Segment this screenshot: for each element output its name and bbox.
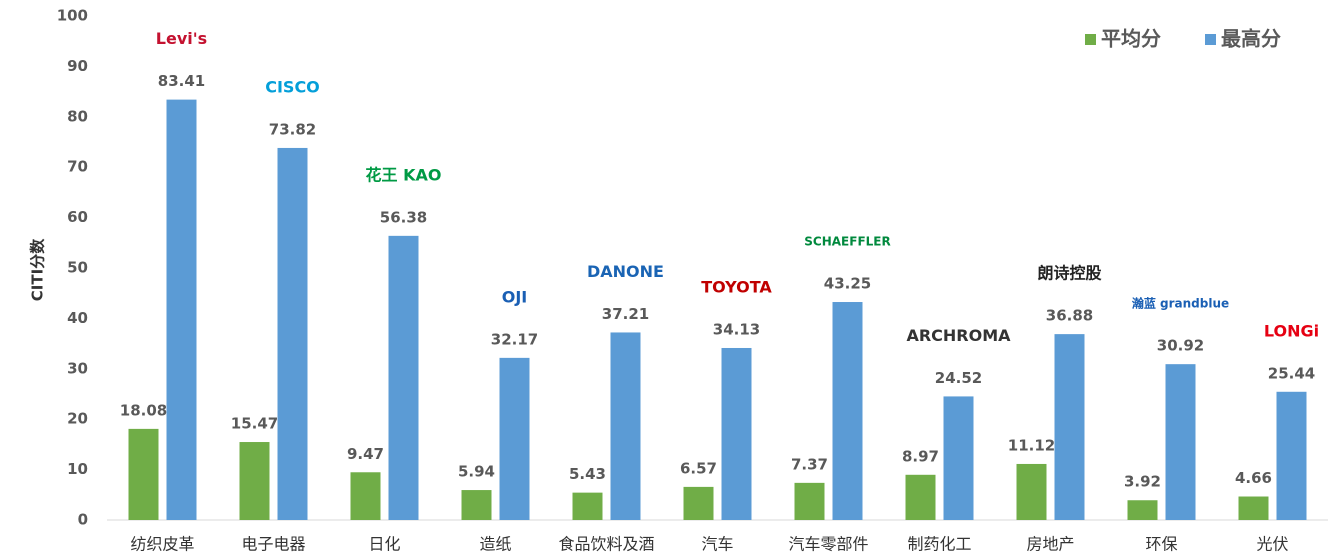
data-label: 15.47 xyxy=(231,415,278,433)
bar xyxy=(128,428,159,520)
bar xyxy=(1016,463,1047,520)
brand-logo: OJI xyxy=(502,287,528,306)
data-label: 43.25 xyxy=(824,275,871,293)
bar xyxy=(572,492,603,520)
x-tick-label: 电子电器 xyxy=(241,535,305,554)
brand-logo: ARCHROMA xyxy=(906,326,1011,345)
y-tick-label: 20 xyxy=(67,410,88,428)
data-label: 32.17 xyxy=(491,330,538,348)
data-label: 5.43 xyxy=(569,465,606,483)
bar xyxy=(1238,496,1269,520)
brand-logo: TOYOTA xyxy=(701,277,772,296)
data-label: 36.88 xyxy=(1046,307,1093,325)
data-label: 3.92 xyxy=(1124,473,1161,491)
data-label: 25.44 xyxy=(1268,364,1315,382)
data-label: 11.12 xyxy=(1008,436,1055,454)
y-axis-label: CITI分数 xyxy=(29,238,47,301)
bar xyxy=(499,357,530,520)
brand-logo: SCHAEFFLER xyxy=(804,235,890,249)
y-tick-label: 100 xyxy=(57,7,88,25)
bar xyxy=(610,332,641,520)
bar xyxy=(239,442,270,520)
data-label: 6.57 xyxy=(680,459,717,477)
bar xyxy=(943,396,974,520)
data-label: 30.92 xyxy=(1157,337,1204,355)
x-tick-label: 日化 xyxy=(368,535,400,554)
y-tick-label: 10 xyxy=(67,460,88,478)
data-label: 56.38 xyxy=(380,208,427,226)
brand-logo: 瀚蓝 grandblue xyxy=(1132,296,1229,311)
data-label: 24.52 xyxy=(935,369,982,387)
x-tick-label: 造纸 xyxy=(479,535,511,554)
bar xyxy=(166,99,197,521)
bar xyxy=(461,490,492,520)
y-tick-label: 50 xyxy=(67,259,88,277)
data-label: 9.47 xyxy=(347,445,384,463)
data-label: 73.82 xyxy=(269,120,316,138)
y-tick-label: 80 xyxy=(67,107,88,125)
brand-logo: LONGi xyxy=(1264,321,1319,340)
brand-logo: Levi's xyxy=(156,29,207,48)
x-tick-label: 光伏 xyxy=(1256,535,1288,554)
data-label: 34.13 xyxy=(713,320,760,338)
y-tick-label: 30 xyxy=(67,359,88,377)
x-tick-label: 汽车 xyxy=(701,535,733,554)
legend-swatch xyxy=(1085,34,1096,45)
bar xyxy=(1165,364,1196,520)
bar xyxy=(1127,500,1158,520)
bar xyxy=(350,472,381,520)
legend-label: 最高分 xyxy=(1221,27,1281,51)
brand-logo: 朗诗控股 xyxy=(1037,264,1102,283)
bar xyxy=(1276,391,1307,520)
bar xyxy=(832,302,863,520)
data-label: 7.37 xyxy=(791,455,828,473)
x-tick-label: 制药化工 xyxy=(907,535,971,554)
bar xyxy=(277,147,308,520)
y-tick-label: 60 xyxy=(67,208,88,226)
data-label: 83.41 xyxy=(158,72,205,90)
bar xyxy=(388,235,419,521)
y-tick-label: 70 xyxy=(67,158,88,176)
data-label: 5.94 xyxy=(458,463,495,481)
x-tick-label: 房地产 xyxy=(1026,535,1074,554)
y-tick-label: 90 xyxy=(67,57,88,75)
data-label: 4.66 xyxy=(1235,469,1272,487)
bar xyxy=(721,347,752,520)
x-tick-label: 汽车零部件 xyxy=(788,535,868,554)
brand-logo: CISCO xyxy=(265,77,320,96)
y-tick-label: 40 xyxy=(67,309,88,327)
data-label: 37.21 xyxy=(602,305,649,323)
legend-label: 平均分 xyxy=(1101,27,1161,51)
y-tick-label: 0 xyxy=(78,511,88,529)
bar xyxy=(1054,334,1085,520)
brand-logo: 花王 KAO xyxy=(366,165,442,184)
data-label: 8.97 xyxy=(902,447,939,465)
bar xyxy=(794,482,825,520)
x-tick-label: 环保 xyxy=(1145,535,1177,554)
bar xyxy=(683,486,714,520)
x-tick-label: 食品饮料及酒 xyxy=(558,535,654,554)
data-label: 18.08 xyxy=(120,401,167,419)
x-tick-label: 纺织皮革 xyxy=(130,535,194,554)
legend-swatch xyxy=(1205,34,1216,45)
bar xyxy=(905,474,936,520)
brand-logo: DANONE xyxy=(587,262,664,281)
